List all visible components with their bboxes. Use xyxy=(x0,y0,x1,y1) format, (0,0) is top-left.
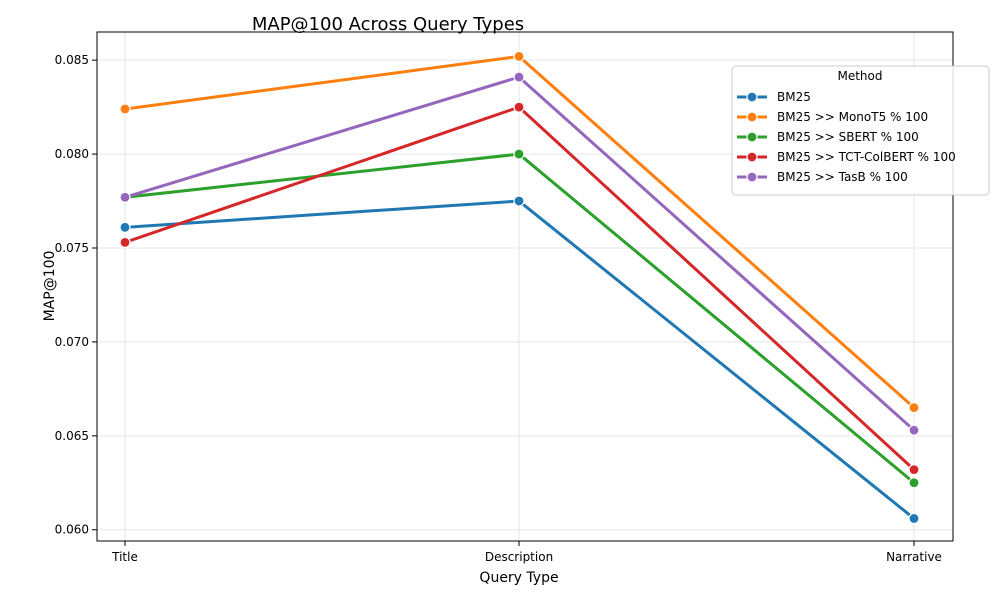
legend-label: BM25 >> TasB % 100 xyxy=(777,170,908,184)
data-point xyxy=(908,424,920,436)
legend-box xyxy=(731,65,990,196)
series-0 xyxy=(119,195,920,525)
series-3 xyxy=(119,101,920,476)
data-point xyxy=(908,512,920,525)
y-tick-label: 0.085 xyxy=(55,53,89,67)
legend-item: BM25 >> MonoT5 % 100 xyxy=(737,110,928,124)
y-tick-label: 0.075 xyxy=(55,241,89,255)
legend-item: BM25 xyxy=(737,90,811,104)
x-tick-label: Title xyxy=(111,550,138,564)
legend-swatch-marker xyxy=(746,171,758,183)
y-tick-label: 0.065 xyxy=(55,429,89,443)
data-point xyxy=(119,191,131,203)
data-point xyxy=(513,148,525,160)
y-tick-label: 0.080 xyxy=(55,147,89,161)
chart-title: MAP@100 Across Query Types xyxy=(252,14,524,35)
data-point xyxy=(119,103,131,115)
data-point xyxy=(908,402,920,414)
series-layer xyxy=(119,50,920,525)
legend-item: BM25 >> TCT-ColBERT % 100 xyxy=(737,150,956,164)
legend-item: BM25 >> TasB % 100 xyxy=(737,170,908,184)
y-tick-label: 0.070 xyxy=(55,335,89,349)
legend-swatch-marker xyxy=(746,131,758,143)
data-point xyxy=(119,221,131,233)
legend-label: BM25 >> TCT-ColBERT % 100 xyxy=(777,150,956,164)
x-tick-label: Narrative xyxy=(886,550,942,564)
y-tick-label: 0.060 xyxy=(55,523,89,537)
x-tick-label: Description xyxy=(485,550,553,564)
legend-items: BM25 BM25 >> MonoT5 % 100 BM25 >> SBERT % … xyxy=(737,90,956,184)
legend-label: BM25 >> SBERT % 100 xyxy=(777,130,919,144)
data-point xyxy=(513,101,525,113)
plot-frame xyxy=(96,31,954,542)
series-4 xyxy=(119,71,920,436)
legend-item: BM25 >> SBERT % 100 xyxy=(737,130,919,144)
data-point xyxy=(908,464,920,476)
legend-label: BM25 xyxy=(777,90,811,104)
legend-title: Method xyxy=(837,69,882,83)
legend: Method BM25 BM25 >> MonoT5 % 100 BM25 >> S… xyxy=(731,65,990,196)
data-point xyxy=(513,195,525,207)
legend-swatch-marker xyxy=(746,151,758,163)
legend-swatch-marker xyxy=(746,111,758,123)
legend-label: BM25 >> MonoT5 % 100 xyxy=(777,110,928,124)
legend-swatch-marker xyxy=(746,91,758,103)
data-point xyxy=(513,50,525,63)
data-point xyxy=(119,236,131,248)
y-axis: 0.060 0.065 0.070 0.075 0.080 0.085 xyxy=(55,53,97,537)
data-point xyxy=(908,477,920,489)
x-axis: Title Description Narrative xyxy=(111,541,942,564)
y-axis-label: MAP@100 xyxy=(42,251,58,322)
data-point xyxy=(513,71,525,83)
series-1 xyxy=(119,50,920,414)
x-axis-label: Query Type xyxy=(479,570,558,586)
